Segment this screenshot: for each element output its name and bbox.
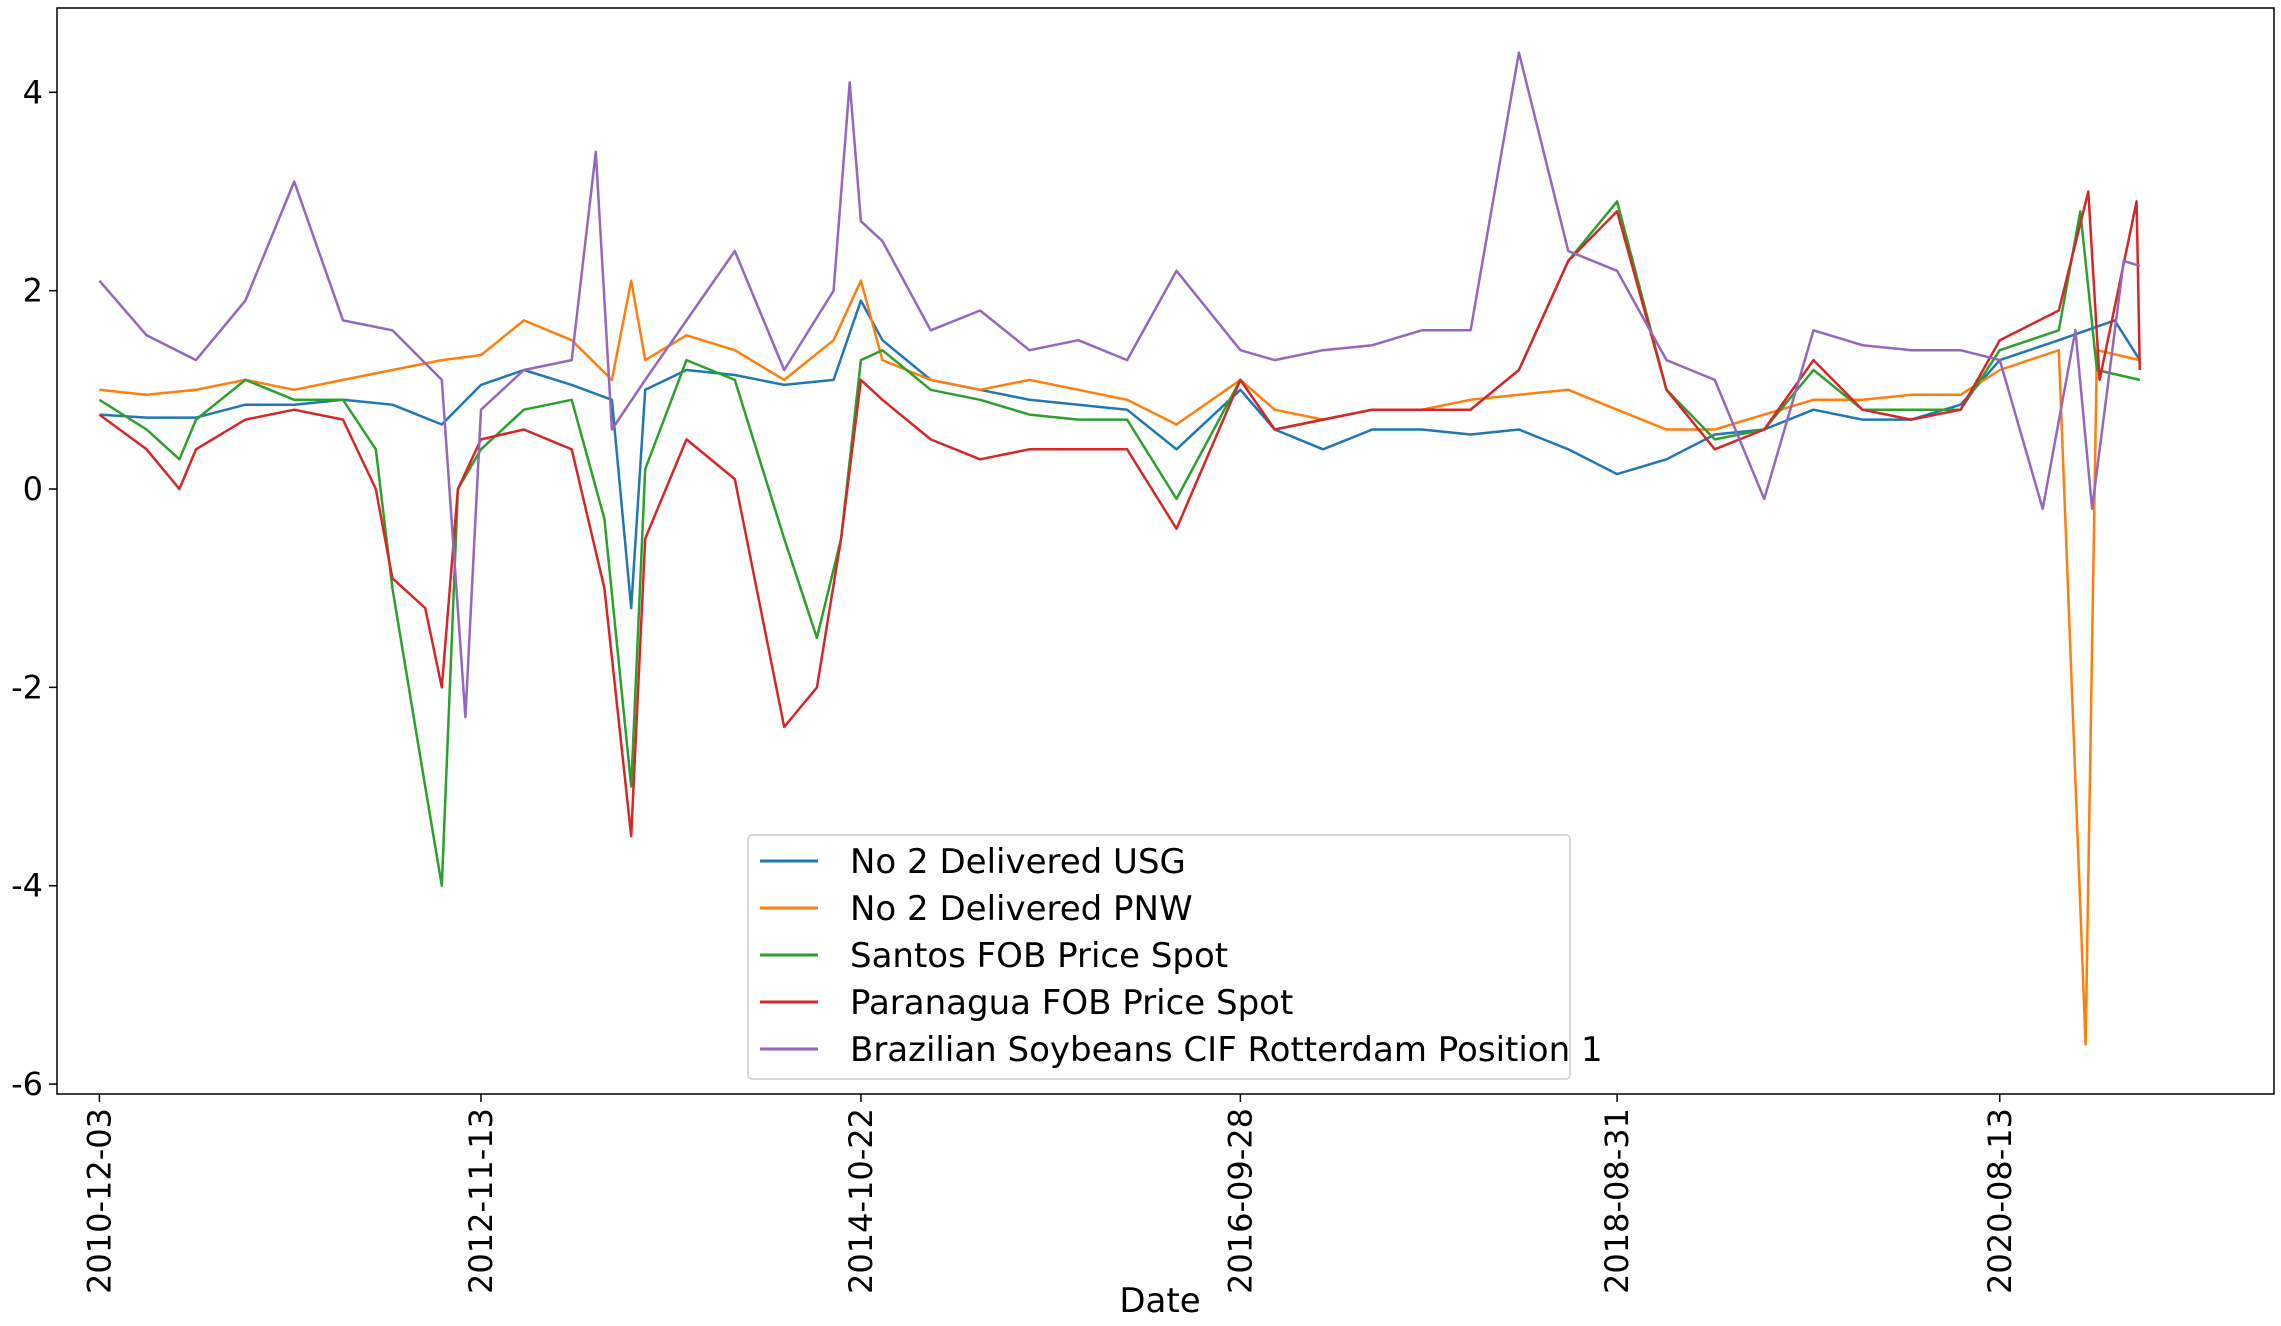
series-line-2 [99,279,2141,1046]
legend-frame [747,834,1571,1080]
y-axis: 4 2 0 -2 -4 -6 [11,73,57,1103]
plot-frame [56,7,2275,1095]
x-tick-label: 2010-12-03 [80,1108,118,1294]
series-line-1 [99,299,2141,610]
legend-entry: No 2 Delivered PNW [850,889,1193,929]
legend-entry: Brazilian Soybeans CIF Rotterdam Positio… [850,1030,1603,1070]
y-tick-label: 0 [23,470,43,508]
x-tick-label: 2014-10-22 [842,1108,880,1294]
x-tick-label: 2016-09-28 [1221,1108,1259,1294]
x-tick-label: 2020-08-13 [1981,1108,2019,1294]
series-line-3 [98,200,2141,887]
legend-entry: No 2 Delivered USG [850,842,1186,882]
legend-entry: Santos FOB Price Spot [850,936,1228,976]
x-axis: 2010-12-03 2012-11-13 2014-10-22 2016-09-28… [80,1094,2019,1294]
x-tick-label: 2012-11-13 [462,1108,500,1294]
x-tick-label: 2018-08-31 [1598,1108,1636,1294]
legend: No 2 Delivered USG No 2 Delivered PNW Sant… [747,834,1603,1080]
y-tick-label: -2 [11,668,43,706]
series-layer [98,51,2142,1046]
series-line-4 [98,190,2142,838]
y-tick-label: -4 [11,867,43,905]
y-tick-label: 2 [23,272,43,310]
legend-entry: Paranagua FOB Price Spot [850,983,1293,1023]
y-tick-label: -6 [11,1065,43,1103]
y-tick-label: 4 [23,73,43,111]
series-line-5 [98,51,2141,719]
x-axis-label: Date [1119,1281,1200,1321]
